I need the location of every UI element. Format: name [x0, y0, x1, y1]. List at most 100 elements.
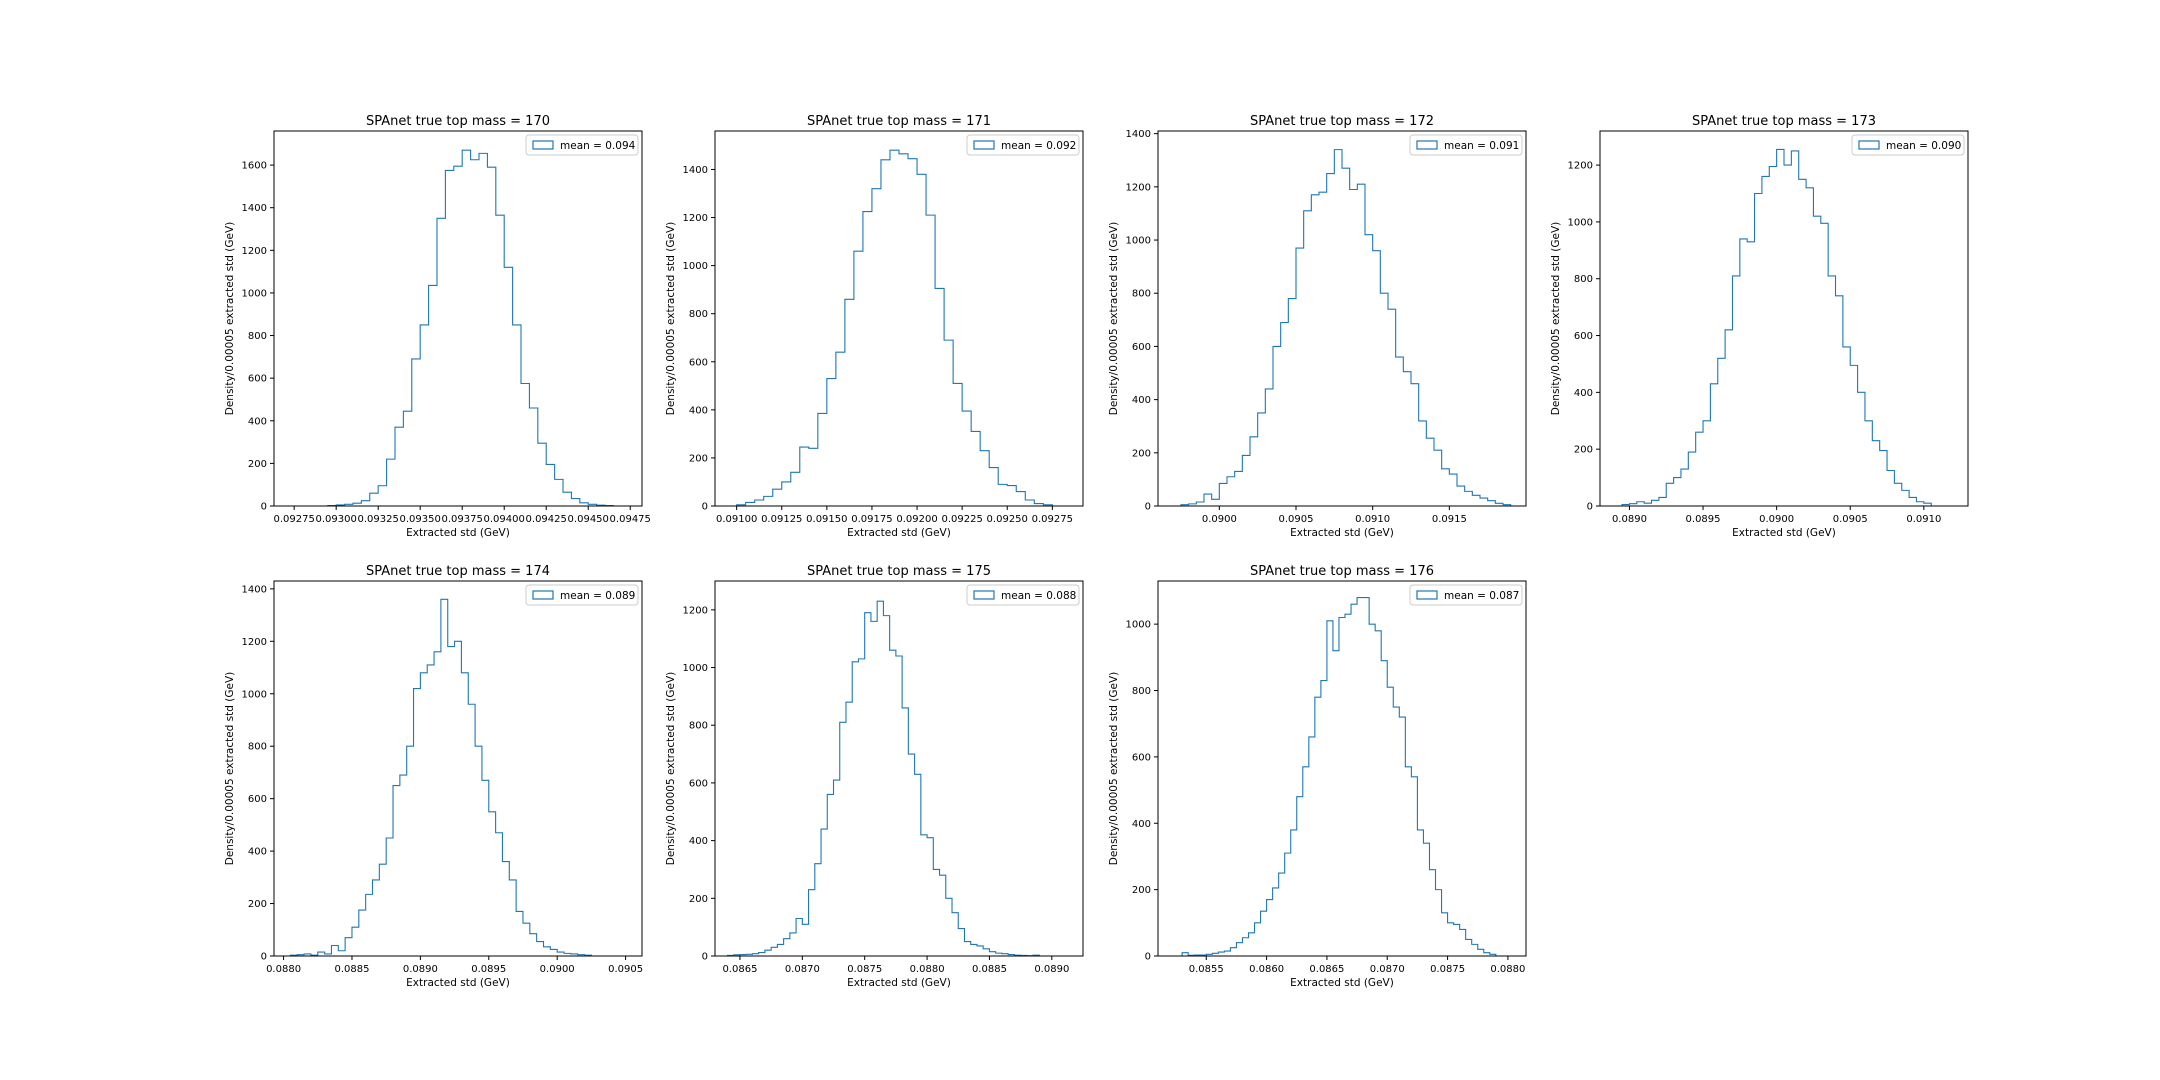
- y-tick-label: 800: [689, 309, 708, 320]
- legend-swatch: [1416, 590, 1438, 600]
- subplot-title: SPAnet true top mass = 176: [1250, 564, 1434, 579]
- x-axis-label: Extracted std (GeV): [1290, 977, 1394, 989]
- y-tick-label: 1400: [242, 584, 267, 595]
- x-tick-label: 0.09375: [442, 514, 483, 525]
- y-tick-label: 0: [261, 502, 267, 513]
- axes-frame: [714, 130, 1084, 507]
- legend: mean = 0.094: [525, 134, 639, 156]
- x-tick-label: 0.0865: [1309, 964, 1344, 975]
- y-tick-label: 1200: [683, 605, 708, 616]
- x-tick-label: 0.0895: [1686, 514, 1721, 525]
- x-tick-label: 0.0910: [1355, 514, 1390, 525]
- legend-label: mean = 0.091: [1444, 140, 1519, 152]
- legend-label: mean = 0.092: [1001, 140, 1076, 152]
- x-tick-label: 0.0875: [1430, 964, 1465, 975]
- x-axis-label: Extracted std (GeV): [1290, 527, 1394, 539]
- legend-box: [1409, 584, 1523, 606]
- legend-swatch: [532, 140, 554, 150]
- subplot-1: SPAnet true top mass = 170 0.09275 0.09300…: [224, 114, 651, 539]
- y-tick-label: 600: [1132, 342, 1151, 353]
- x-axis-label: Extracted std (GeV): [1732, 527, 1836, 539]
- y-tick-label: 1000: [1126, 236, 1151, 247]
- y-tick-label: 0: [1145, 502, 1151, 513]
- x-tick-label: 0.09200: [896, 514, 937, 525]
- y-tick-label: 1000: [683, 261, 708, 272]
- subplot-6: SPAnet true top mass = 175 0.0865 0.0870 0.…: [665, 564, 1084, 989]
- y-tick-label: 1600: [242, 161, 267, 172]
- histogram-step-line: [1181, 597, 1497, 956]
- legend: mean = 0.088: [966, 584, 1080, 606]
- y-axis-label: Density/0.00005 extracted std (GeV): [224, 672, 236, 866]
- x-tick-label: 0.0895: [471, 964, 506, 975]
- legend: mean = 0.090: [1851, 134, 1965, 156]
- y-tick-label: 0: [702, 502, 708, 513]
- axes-frame: [1599, 130, 1969, 507]
- legend-swatch: [532, 590, 554, 600]
- x-tick-label: 0.09250: [987, 514, 1028, 525]
- y-tick-label: 600: [689, 778, 708, 789]
- x-tick-label: 0.0870: [785, 964, 820, 975]
- legend-box: [966, 134, 1080, 156]
- legend-label: mean = 0.094: [560, 140, 636, 152]
- x-tick-label: 0.0885: [972, 964, 1007, 975]
- y-tick-label: 600: [1132, 752, 1151, 763]
- y-tick-label: 800: [1132, 686, 1151, 697]
- x-tick-label: 0.09450: [568, 514, 609, 525]
- legend-label: mean = 0.090: [1886, 140, 1961, 152]
- x-tick-label: 0.09475: [610, 514, 651, 525]
- legend: mean = 0.091: [1409, 134, 1523, 156]
- subplot-title: SPAnet true top mass = 175: [807, 564, 991, 579]
- y-tick-label: 1200: [242, 246, 267, 257]
- y-tick-label: 200: [1574, 445, 1593, 456]
- y-tick-label: 1400: [242, 203, 267, 214]
- x-tick-label: 0.09350: [400, 514, 441, 525]
- axes-frame: [1157, 580, 1527, 957]
- subplot-4: SPAnet true top mass = 173 0.0890 0.0895 0.…: [1550, 114, 1969, 539]
- y-tick-label: 600: [248, 794, 267, 805]
- subplot-title: SPAnet true top mass = 174: [366, 564, 550, 579]
- x-tick-label: 0.0890: [1034, 964, 1069, 975]
- subplot-title: SPAnet true top mass = 173: [1692, 114, 1876, 129]
- x-tick-label: 0.0900: [540, 964, 575, 975]
- subplot-title: SPAnet true top mass = 170: [366, 114, 550, 129]
- y-axis-label: Density/0.00005 extracted std (GeV): [1108, 672, 1120, 866]
- x-tick-label: 0.09275: [273, 514, 314, 525]
- y-tick-label: 0: [261, 952, 267, 963]
- x-axis-label: Extracted std (GeV): [406, 977, 510, 989]
- histogram-step-line: [283, 598, 599, 957]
- y-tick-label: 600: [248, 374, 267, 385]
- histogram-step-line: [1621, 148, 1932, 506]
- x-tick-label: 0.0890: [1612, 514, 1647, 525]
- y-tick-label: 400: [689, 405, 708, 416]
- x-tick-label: 0.0865: [722, 964, 757, 975]
- subplot-title: SPAnet true top mass = 171: [807, 114, 991, 129]
- x-tick-label: 0.0875: [847, 964, 882, 975]
- y-tick-label: 200: [1132, 448, 1151, 459]
- x-tick-label: 0.09225: [941, 514, 982, 525]
- legend: mean = 0.089: [525, 584, 639, 606]
- y-tick-label: 1400: [1126, 129, 1151, 140]
- y-tick-label: 400: [689, 836, 708, 847]
- legend-label: mean = 0.089: [560, 590, 635, 602]
- y-tick-label: 800: [248, 742, 267, 753]
- legend-box: [525, 134, 639, 156]
- subplot-5: SPAnet true top mass = 174 0.0880 0.0885 0.…: [224, 564, 643, 989]
- x-tick-label: 0.09125: [761, 514, 802, 525]
- subplot-2: SPAnet true top mass = 171 0.09100 0.09125…: [665, 114, 1084, 539]
- y-tick-label: 1400: [683, 165, 708, 176]
- x-tick-label: 0.09150: [806, 514, 847, 525]
- x-tick-label: 0.0880: [1490, 964, 1525, 975]
- y-tick-label: 200: [689, 453, 708, 464]
- legend-box: [966, 584, 1080, 606]
- y-axis-label: Density/0.00005 extracted std (GeV): [1550, 222, 1562, 416]
- x-tick-label: 0.0860: [1249, 964, 1284, 975]
- y-tick-label: 600: [1574, 331, 1593, 342]
- legend: mean = 0.087: [1409, 584, 1523, 606]
- y-tick-label: 1000: [242, 689, 267, 700]
- y-tick-label: 400: [1132, 395, 1151, 406]
- y-tick-label: 1000: [683, 663, 708, 674]
- legend-swatch: [973, 590, 995, 600]
- axes-frame: [714, 580, 1084, 957]
- x-tick-label: 0.09100: [716, 514, 757, 525]
